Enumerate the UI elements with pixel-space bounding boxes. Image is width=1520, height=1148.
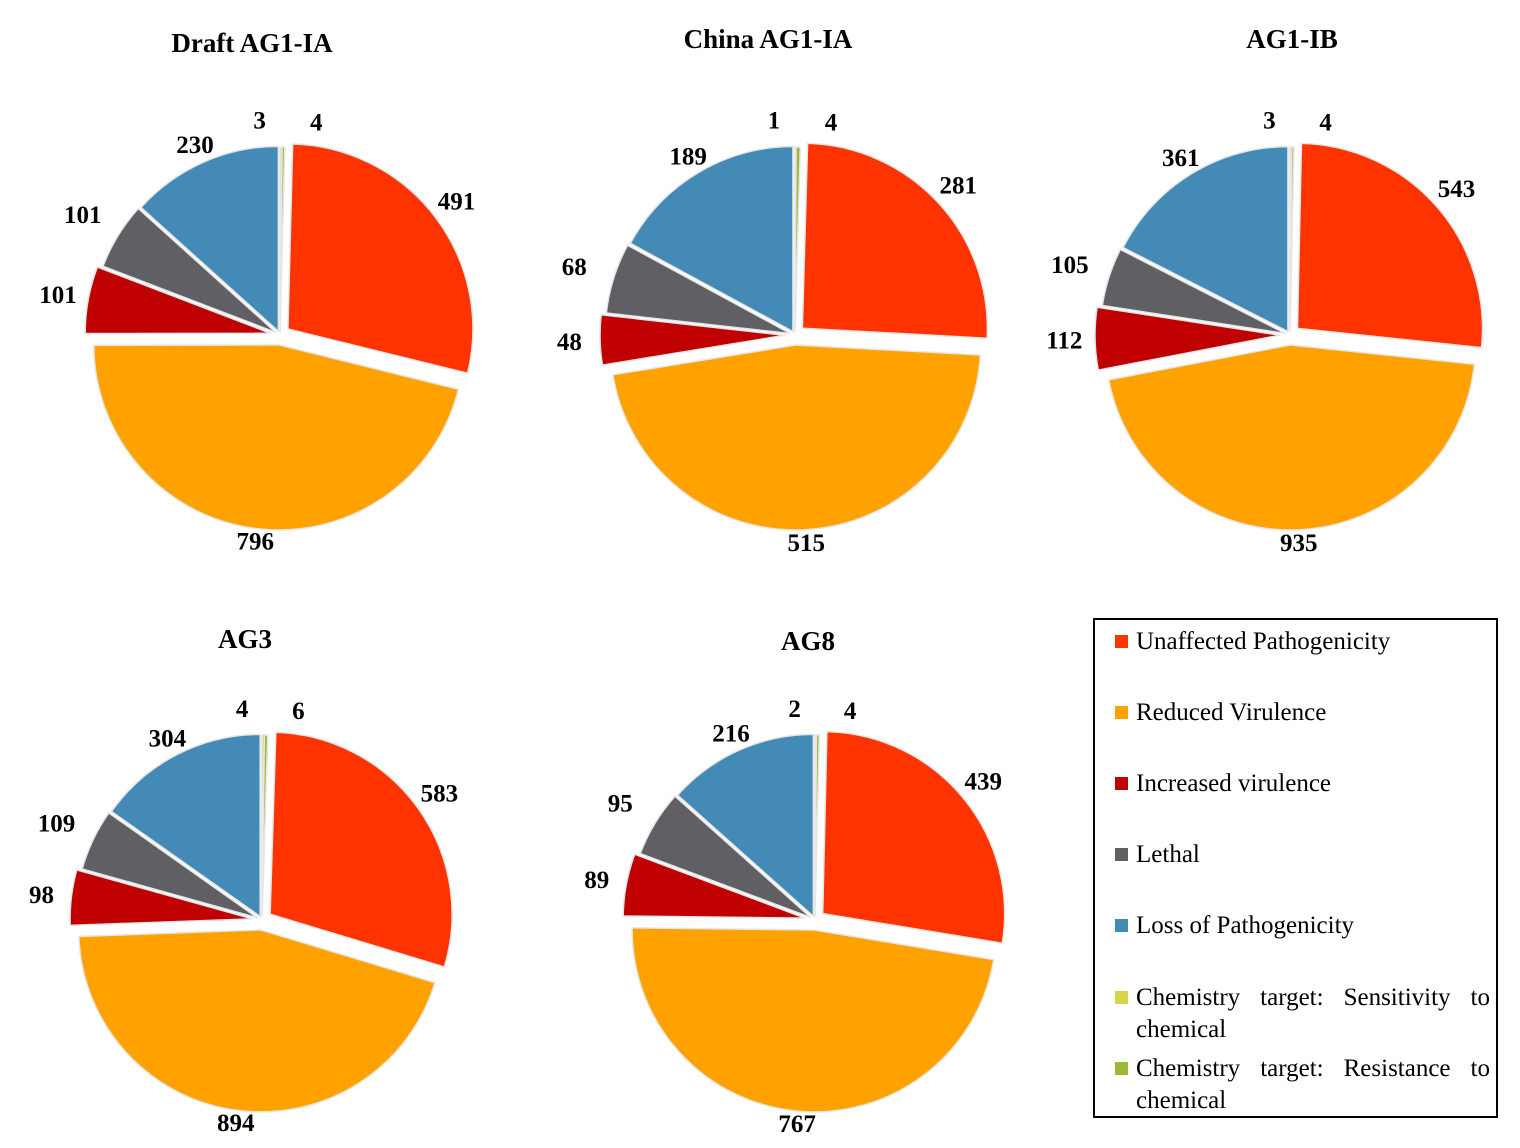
pie-slice-increased-virulence bbox=[622, 853, 806, 919]
data-label-chemistry-target-sensitivity-to-chemical: 1 bbox=[768, 108, 781, 135]
data-label-unaffected-pathogenicity: 543 bbox=[1438, 176, 1476, 203]
data-label-chemistry-target-resistance-to-chemical: 6 bbox=[292, 698, 305, 725]
pie-slice-increased-virulence bbox=[1094, 306, 1281, 371]
pie-slice-reduced-virulence bbox=[612, 344, 982, 531]
legend-item-loss-of-pathogenicity: Loss of Pathogenicity bbox=[1115, 910, 1490, 942]
pie-slice-increased-virulence bbox=[599, 313, 786, 366]
legend-item-chemistry-resistance: Chemistry target: Resistance to chemical bbox=[1115, 1053, 1490, 1117]
data-label-chemistry-target-sensitivity-to-chemical: 2 bbox=[788, 696, 801, 723]
pie-title: AG1-IB bbox=[1246, 24, 1338, 54]
legend-item-unaffected-pathogenicity: Unaffected Pathogenicity bbox=[1115, 626, 1490, 658]
data-label-loss-of-pathogenicity: 216 bbox=[712, 720, 750, 747]
pie-slice-reduced-virulence bbox=[1107, 344, 1476, 531]
legend-label: Increased virulence bbox=[1136, 770, 1332, 797]
legend-swatch bbox=[1115, 918, 1128, 932]
legend-swatch bbox=[1115, 1061, 1128, 1075]
data-label-increased-virulence: 89 bbox=[584, 867, 609, 894]
data-label-increased-virulence: 101 bbox=[39, 282, 77, 309]
data-label-reduced-virulence: 515 bbox=[787, 530, 825, 557]
legend-item-lethal: Lethal bbox=[1115, 839, 1490, 871]
data-label-loss-of-pathogenicity: 361 bbox=[1162, 145, 1200, 172]
data-label-increased-virulence: 112 bbox=[1046, 327, 1082, 354]
pie-slice-unaffected-pathogenicity bbox=[269, 731, 453, 968]
pie-slice-loss-of-pathogenicity bbox=[110, 733, 261, 918]
legend-swatch bbox=[1115, 847, 1128, 861]
data-label-chemistry-target-resistance-to-chemical: 4 bbox=[844, 698, 857, 725]
legend-label: Lethal bbox=[1136, 841, 1200, 868]
data-label-chemistry-target-resistance-to-chemical: 4 bbox=[310, 110, 323, 137]
data-label-reduced-virulence: 767 bbox=[778, 1111, 816, 1138]
pie-slice-loss-of-pathogenicity bbox=[1122, 145, 1289, 333]
pie-slice-unaffected-pathogenicity bbox=[821, 730, 1006, 945]
data-label-lethal: 105 bbox=[1051, 252, 1089, 279]
pie-slice-lethal bbox=[639, 795, 812, 919]
pie-slice-unaffected-pathogenicity bbox=[801, 142, 989, 339]
legend-label: Chemistry target: Sensitivity to chemica… bbox=[1136, 984, 1490, 1043]
pie-chart-ag3: AG3 4 6 583 894 98 109 304 bbox=[29, 624, 458, 1137]
pie-slice-lethal bbox=[1101, 248, 1286, 335]
data-label-lethal: 95 bbox=[608, 790, 633, 817]
pie-slice-loss-of-pathogenicity bbox=[139, 145, 280, 334]
legend-item-chemistry-sensitivity: Chemistry target: Sensitivity to chemica… bbox=[1115, 982, 1490, 1046]
pie-slice-lethal bbox=[605, 244, 791, 335]
pie-title: Draft AG1-IA bbox=[171, 28, 333, 58]
legend-item-increased-virulence: Increased virulence bbox=[1115, 768, 1490, 800]
pie-slice-unaffected-pathogenicity bbox=[1296, 142, 1484, 349]
pie-slice-increased-virulence bbox=[84, 266, 271, 335]
legend-label: Chemistry target: Resistance to chemical bbox=[1136, 1055, 1490, 1114]
legend-swatch bbox=[1115, 634, 1128, 648]
data-label-increased-virulence: 98 bbox=[29, 882, 54, 909]
pie-slice-increased-virulence bbox=[69, 868, 253, 927]
data-label-increased-virulence: 48 bbox=[557, 329, 582, 356]
pie-slice-chemistry-target-resistance-to-chemical bbox=[794, 146, 802, 333]
data-label-reduced-virulence: 796 bbox=[236, 529, 274, 556]
pie-title: AG8 bbox=[781, 626, 835, 656]
legend-label: Unaffected Pathogenicity bbox=[1136, 628, 1391, 655]
legend-label: Loss of Pathogenicity bbox=[1136, 912, 1355, 939]
data-label-loss-of-pathogenicity: 189 bbox=[669, 143, 707, 170]
pie-slice-chemistry-target-resistance-to-chemical bbox=[261, 734, 269, 918]
legend-swatch bbox=[1115, 776, 1128, 790]
data-label-lethal: 101 bbox=[64, 202, 102, 229]
pie-chart-draft-ag1-ia: Draft AG1-IA 3 4 491 796 101 101 230 bbox=[39, 28, 475, 556]
pie-chart-ag1-ib: AG1-IB 3 4 543 935 112 105 361 bbox=[1046, 24, 1484, 557]
data-label-loss-of-pathogenicity: 304 bbox=[149, 725, 187, 752]
data-label-chemistry-target-sensitivity-to-chemical: 3 bbox=[1263, 108, 1276, 135]
pie-slice-chemistry-target-resistance-to-chemical bbox=[814, 734, 821, 918]
pie-slice-chemistry-target-resistance-to-chemical bbox=[1289, 146, 1295, 333]
pie-slice-chemistry-target-resistance-to-chemical bbox=[279, 146, 286, 333]
data-label-reduced-virulence: 935 bbox=[1280, 530, 1318, 557]
pie-chart-china-ag1-ia: China AG1-IA 1 4 281 515 48 68 189 bbox=[557, 24, 989, 557]
pie-slice-reduced-virulence bbox=[93, 344, 460, 531]
pie-slice-unaffected-pathogenicity bbox=[287, 143, 474, 375]
data-label-unaffected-pathogenicity: 491 bbox=[438, 188, 476, 215]
legend: Unaffected Pathogenicity Reduced Virulen… bbox=[1093, 618, 1498, 1118]
data-label-chemistry-target-resistance-to-chemical: 4 bbox=[825, 110, 838, 137]
legend-label: Reduced Virulence bbox=[1136, 699, 1327, 726]
legend-swatch bbox=[1115, 990, 1128, 1004]
data-label-lethal: 68 bbox=[562, 254, 587, 281]
pie-title: China AG1-IA bbox=[684, 24, 853, 54]
pie-chart-ag8: AG8 2 4 439 767 89 95 216 bbox=[584, 626, 1006, 1138]
legend-item-reduced-virulence: Reduced Virulence bbox=[1115, 697, 1490, 729]
pie-slice-lethal bbox=[81, 811, 258, 919]
data-label-unaffected-pathogenicity: 439 bbox=[964, 769, 1002, 796]
pie-slice-reduced-virulence bbox=[631, 927, 995, 1113]
data-label-unaffected-pathogenicity: 583 bbox=[421, 781, 459, 808]
data-label-chemistry-target-sensitivity-to-chemical: 3 bbox=[253, 108, 266, 135]
data-label-chemistry-target-resistance-to-chemical: 4 bbox=[1319, 110, 1332, 137]
data-label-loss-of-pathogenicity: 230 bbox=[176, 132, 214, 159]
legend-swatch bbox=[1115, 705, 1128, 719]
data-label-reduced-virulence: 894 bbox=[217, 1110, 255, 1137]
pie-title: AG3 bbox=[218, 624, 272, 654]
pie-slice-lethal bbox=[102, 207, 277, 334]
pie-slice-loss-of-pathogenicity bbox=[629, 145, 794, 333]
data-label-chemistry-target-sensitivity-to-chemical: 4 bbox=[236, 696, 249, 723]
pie-slice-loss-of-pathogenicity bbox=[676, 733, 815, 919]
pie-slice-reduced-virulence bbox=[78, 929, 436, 1113]
data-label-unaffected-pathogenicity: 281 bbox=[940, 173, 978, 200]
data-label-lethal: 109 bbox=[38, 810, 76, 837]
